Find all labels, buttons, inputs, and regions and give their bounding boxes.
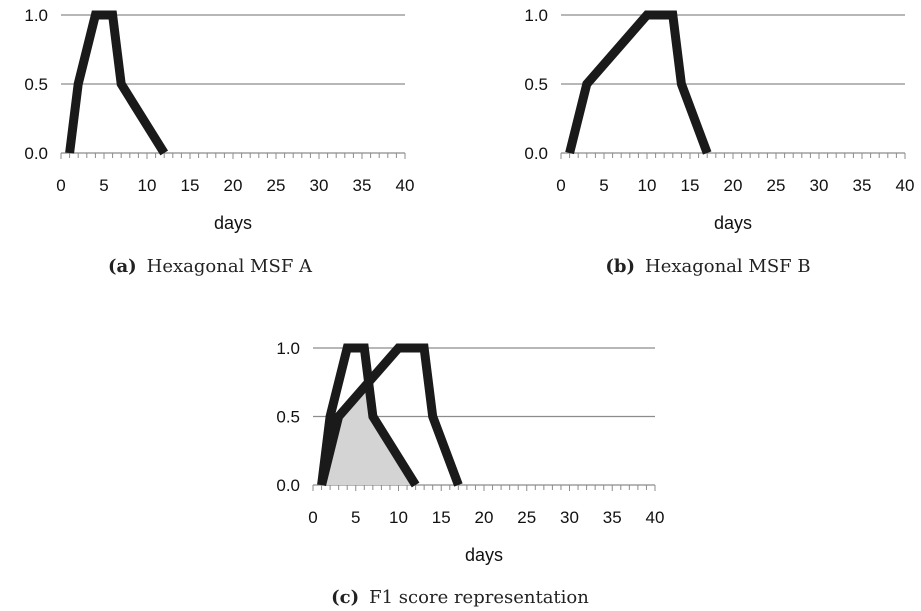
x-tick-label: 20 — [475, 508, 494, 527]
y-tick-label: 0.0 — [524, 144, 548, 163]
x-tick-label: 25 — [267, 176, 286, 195]
y-tick-label: 0.5 — [524, 75, 548, 94]
y-tick-label: 1.0 — [24, 6, 48, 25]
x-axis-title: days — [714, 213, 752, 233]
y-tick-label: 1.0 — [524, 6, 548, 25]
series-line-1 — [565, 10, 712, 155]
caption-text: Hexagonal MSF B — [645, 256, 811, 277]
x-tick-label: 40 — [896, 176, 915, 195]
x-tick-label: 10 — [389, 508, 408, 527]
panel-b: 0.0 0.5 1.0 0 5 10 15 20 25 30 35 40 days (b) Hexagona… — [524, 6, 914, 277]
y-tick-label: 0.0 — [24, 144, 48, 163]
y-tick-label: 0.5 — [276, 408, 300, 427]
x-tick-label: 40 — [646, 508, 665, 527]
x-tick-label: 20 — [224, 176, 243, 195]
x-tick-label: 0 — [556, 176, 565, 195]
x-axis-title: days — [214, 213, 252, 233]
caption-tag: (b) — [605, 256, 635, 277]
x-tick-label: 30 — [810, 176, 829, 195]
x-tick-label: 0 — [308, 508, 317, 527]
x-tick-label: 35 — [853, 176, 872, 195]
caption-text: Hexagonal MSF A — [147, 256, 313, 277]
x-tick-label: 25 — [517, 508, 536, 527]
x-tick-label: 15 — [181, 176, 200, 195]
y-tick-label: 1.0 — [276, 339, 300, 358]
x-tick-label: 30 — [560, 508, 579, 527]
x-tick-label: 35 — [603, 508, 622, 527]
x-tick-label: 5 — [99, 176, 108, 195]
x-tick-label: 30 — [310, 176, 329, 195]
panel-caption: (c) F1 score representation — [331, 587, 589, 608]
y-tick-label: 0.5 — [24, 75, 48, 94]
x-tick-label: 10 — [638, 176, 657, 195]
x-axis-title: days — [465, 545, 503, 565]
panel-caption: (b) Hexagonal MSF B — [605, 256, 810, 277]
series-line-1 — [317, 343, 420, 488]
series-line-2 — [317, 343, 463, 487]
panel-c: 0.0 0.5 1.0 0 5 10 15 20 25 30 35 40 days (c) F1 score… — [276, 339, 664, 608]
caption-tag: (c) — [331, 587, 359, 608]
x-tick-label: 15 — [681, 176, 700, 195]
x-tick-label: 10 — [138, 176, 157, 195]
x-tick-label: 15 — [432, 508, 451, 527]
x-tick-label: 20 — [724, 176, 743, 195]
x-tick-label: 40 — [396, 176, 415, 195]
caption-text: F1 score representation — [369, 587, 589, 608]
series-line-1 — [65, 10, 169, 156]
x-tick-label: 0 — [56, 176, 65, 195]
panel-a: 0.0 0.5 1.0 0 5 10 15 20 25 30 35 40 days (a) Hexagona… — [24, 6, 414, 277]
x-tick-label: 5 — [599, 176, 608, 195]
x-tick-label: 5 — [351, 508, 360, 527]
caption-tag: (a) — [108, 256, 137, 277]
x-tick-label: 35 — [353, 176, 372, 195]
panel-caption: (a) Hexagonal MSF A — [108, 256, 313, 277]
y-tick-label: 0.0 — [276, 476, 300, 495]
x-tick-label: 25 — [767, 176, 786, 195]
